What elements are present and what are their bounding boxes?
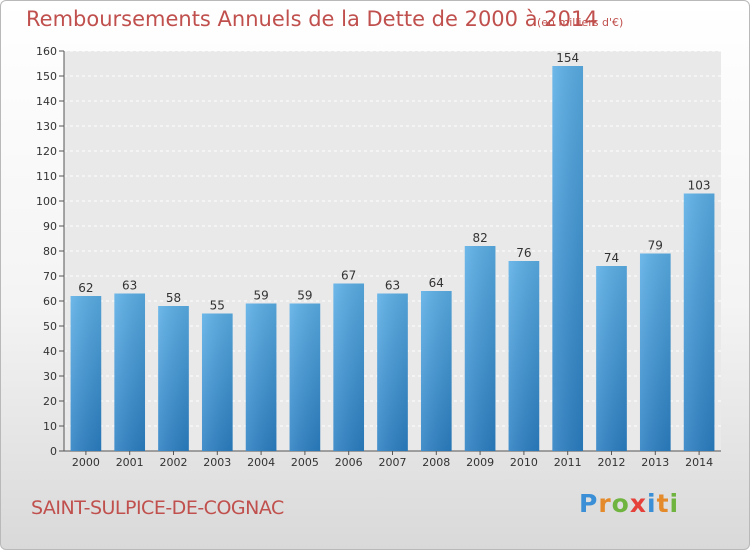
x-tick-label: 2008 — [422, 456, 450, 469]
value-label: 76 — [516, 246, 531, 260]
value-label: 59 — [297, 289, 312, 303]
x-tick-label: 2002 — [160, 456, 188, 469]
y-tick-label: 120 — [36, 145, 57, 158]
bar-shading — [683, 193, 715, 451]
unit-label: (en milliers d'€) — [537, 16, 624, 29]
value-label: 103 — [688, 179, 711, 193]
x-tick-label: 2003 — [203, 456, 231, 469]
bar-shading — [70, 296, 102, 451]
bar-shading — [420, 291, 452, 451]
logo-letter: t — [656, 489, 670, 518]
y-tick-label: 50 — [43, 320, 57, 333]
bar-shading — [158, 306, 189, 451]
bar-shading — [377, 293, 408, 451]
x-tick-label: 2012 — [598, 456, 626, 469]
logo-letter: i — [647, 489, 657, 518]
bar-shading — [114, 293, 146, 451]
y-tick-label: 80 — [43, 245, 57, 258]
x-tick-label: 2011 — [554, 456, 582, 469]
bar-shading — [245, 303, 277, 451]
proxiti-logo: Proxiti — [579, 489, 679, 518]
value-label: 74 — [604, 251, 619, 265]
logo-letter: x — [629, 489, 647, 518]
value-label: 63 — [122, 279, 137, 293]
value-label: 55 — [210, 299, 225, 313]
y-tick-label: 30 — [43, 370, 57, 383]
logo-letter: r — [598, 489, 612, 518]
bar-shading — [508, 261, 540, 451]
y-tick-label: 130 — [36, 120, 57, 133]
bar-shading — [289, 303, 321, 451]
value-label: 62 — [78, 281, 93, 295]
value-label: 59 — [253, 289, 268, 303]
x-tick-label: 2014 — [685, 456, 713, 469]
commune-name: SAINT-SULPICE-DE-COGNAC — [31, 497, 284, 519]
logo-letter: i — [669, 489, 680, 518]
x-tick-label: 2001 — [116, 456, 144, 469]
y-tick-label: 100 — [36, 195, 57, 208]
y-tick-label: 60 — [43, 295, 57, 308]
chart-title: Remboursements Annuels de la Dette de 20… — [26, 7, 598, 31]
value-label: 63 — [385, 279, 400, 293]
value-label: 58 — [166, 291, 181, 305]
y-tick-label: 150 — [36, 70, 57, 83]
y-tick-label: 10 — [43, 420, 57, 433]
x-tick-label: 2010 — [510, 456, 538, 469]
value-label: 154 — [556, 51, 579, 65]
x-tick-label: 2005 — [291, 456, 319, 469]
x-tick-label: 2009 — [466, 456, 494, 469]
value-label: 82 — [472, 231, 487, 245]
y-tick-label: 70 — [43, 270, 57, 283]
x-tick-label: 2013 — [641, 456, 669, 469]
x-tick-label: 2000 — [72, 456, 100, 469]
y-tick-label: 90 — [43, 220, 57, 233]
y-tick-label: 20 — [43, 395, 57, 408]
x-tick-label: 2006 — [335, 456, 363, 469]
y-tick-label: 140 — [36, 95, 57, 108]
value-label: 64 — [429, 276, 444, 290]
bar-shading — [333, 283, 365, 451]
x-tick-label: 2007 — [379, 456, 407, 469]
y-tick-label: 110 — [36, 170, 57, 183]
bar-shading — [596, 266, 627, 451]
logo-letter: o — [611, 489, 630, 518]
y-tick-label: 160 — [36, 45, 57, 58]
value-label: 79 — [648, 239, 663, 253]
bar-shading — [201, 313, 233, 451]
value-label: 67 — [341, 269, 356, 283]
bar-shading — [464, 246, 496, 451]
x-tick-label: 2004 — [247, 456, 275, 469]
bar-shading — [639, 253, 671, 451]
y-tick-label: 40 — [43, 345, 57, 358]
y-tick-label: 0 — [50, 445, 57, 458]
logo-letter: P — [579, 489, 599, 518]
bar-shading — [552, 66, 584, 451]
